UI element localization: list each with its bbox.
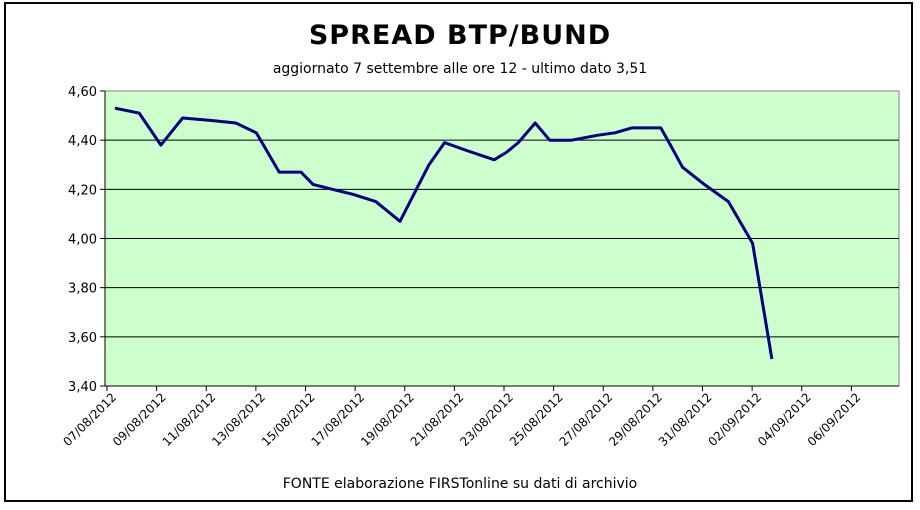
y-tick-label: 4,60 (68, 85, 97, 100)
chart-subtitle: aggiornato 7 settembre alle ore 12 - ult… (272, 61, 648, 77)
spread-series-line (114, 106, 774, 360)
x-tick-label: 06/09/2012 (805, 390, 864, 449)
y-tick-label: 3,80 (68, 282, 97, 297)
y-tick-label: 3,60 (68, 331, 97, 346)
grid-lines (105, 139, 899, 338)
y-tick-label: 4,00 (68, 233, 97, 248)
y-axis: 3,40 3,60 3,80 4,00 4,20 4,40 4,60 (68, 85, 106, 395)
chart-title: SPREAD BTP/BUND (308, 20, 612, 51)
y-tick-label: 3,40 (68, 380, 97, 395)
source-note: FONTE elaborazione FIRSTonline su dati d… (282, 476, 638, 492)
y-tick-label: 4,20 (68, 183, 97, 198)
x-axis: 07/08/201209/08/201211/08/201213/08/2012… (60, 385, 899, 449)
data-points (114, 108, 772, 360)
y-tick-label: 4,40 (68, 134, 97, 149)
